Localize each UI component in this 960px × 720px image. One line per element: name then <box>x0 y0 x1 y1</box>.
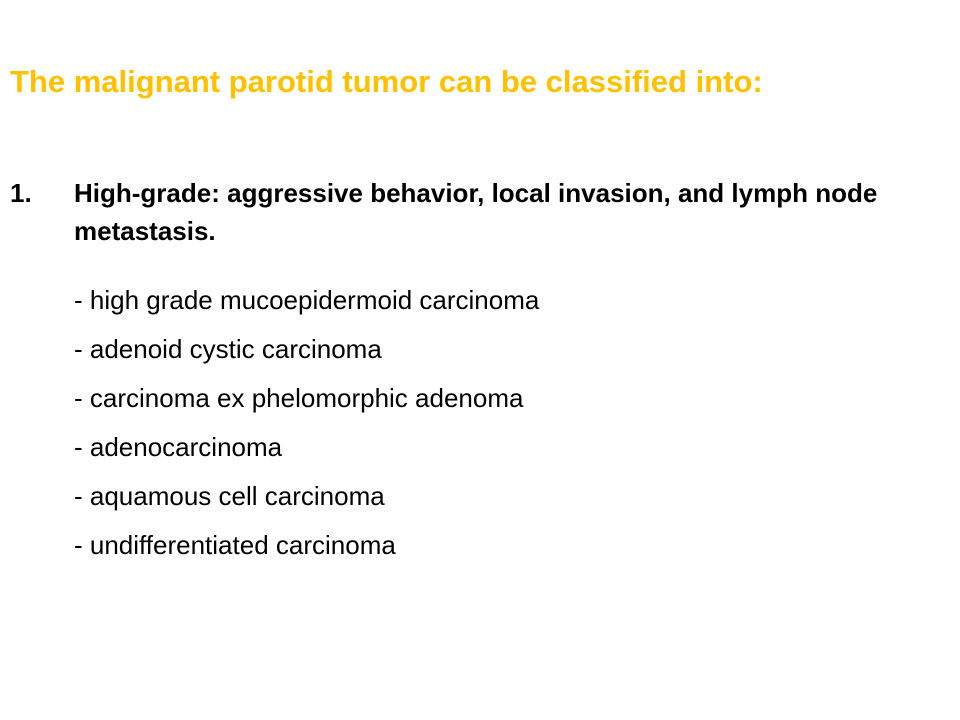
tumor-type-list: - high grade mucoepidermoid carcinoma - … <box>74 276 539 570</box>
slide-title: The malignant parotid tumor can be class… <box>10 64 763 99</box>
section-number: 1. <box>10 178 32 208</box>
list-item: - aquamous cell carcinoma <box>74 481 385 511</box>
list-item: - high grade mucoepidermoid carcinoma <box>74 285 540 315</box>
list-item: - adenoid cystic carcinoma <box>74 334 382 364</box>
section-heading: High-grade: aggressive behavior, local i… <box>74 178 878 246</box>
list-item: - undifferentiated carcinoma <box>74 530 396 560</box>
list-item: - carcinoma ex phelomorphic adenoma <box>74 383 524 413</box>
list-item: - adenocarcinoma <box>74 432 283 462</box>
